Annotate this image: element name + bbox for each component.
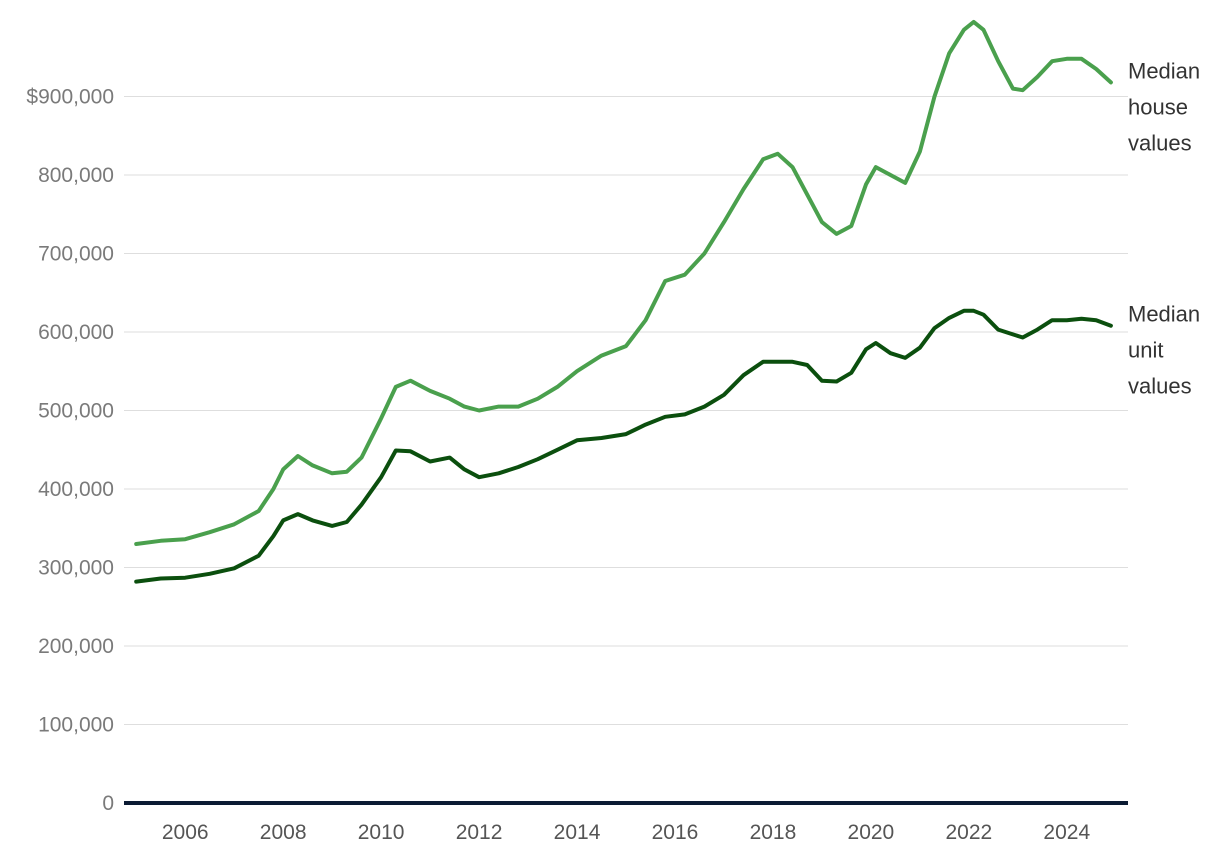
y-tick-label: 800,000 bbox=[38, 164, 114, 187]
y-axis-tick-labels: 0 100,000 200,000 300,000 400,000 500,000 600,… bbox=[26, 86, 114, 816]
x-tick-label: 2006 bbox=[162, 821, 209, 844]
series-label-line: values bbox=[1128, 130, 1192, 155]
x-tick-label: 2018 bbox=[750, 821, 797, 844]
series-line-unit bbox=[134, 308, 1113, 584]
y-tick-label: 400,000 bbox=[38, 478, 114, 501]
x-tick-label: 2020 bbox=[848, 821, 895, 844]
series-lines bbox=[134, 19, 1113, 584]
x-tick-label: 2024 bbox=[1043, 821, 1090, 844]
gridlines bbox=[124, 96, 1128, 725]
x-tick-label: 2012 bbox=[456, 821, 503, 844]
series-labels: Median house values Median unit values bbox=[1128, 58, 1200, 398]
y-tick-label: 700,000 bbox=[38, 243, 114, 266]
series-label-line: house bbox=[1128, 94, 1188, 119]
x-tick-label: 2014 bbox=[554, 821, 601, 844]
x-tick-label: 2010 bbox=[358, 821, 405, 844]
series-label: Median unit values bbox=[1128, 302, 1200, 399]
series-line-house bbox=[134, 19, 1113, 546]
y-tick-label: 200,000 bbox=[38, 635, 114, 658]
series-label: Median house values bbox=[1128, 58, 1200, 155]
y-tick-label: 600,000 bbox=[38, 321, 114, 344]
series-label-line: values bbox=[1128, 374, 1192, 399]
y-tick-label: 500,000 bbox=[38, 400, 114, 423]
y-tick-label: 100,000 bbox=[38, 714, 114, 737]
x-tick-label: 2016 bbox=[652, 821, 699, 844]
y-tick-label: 0 bbox=[102, 792, 114, 815]
x-tick-label: 2008 bbox=[260, 821, 307, 844]
y-tick-label: $900,000 bbox=[26, 86, 114, 109]
x-tick-label: 2022 bbox=[945, 821, 992, 844]
x-axis-tick-labels: 2006 2008 2010 2012 2014 2016 2018 2020 2022 2024 bbox=[162, 821, 1091, 844]
y-tick-label: 300,000 bbox=[38, 557, 114, 580]
series-label-line: Median bbox=[1128, 302, 1200, 327]
series-label-line: Median bbox=[1128, 58, 1200, 83]
series-label-line: unit bbox=[1128, 338, 1163, 363]
